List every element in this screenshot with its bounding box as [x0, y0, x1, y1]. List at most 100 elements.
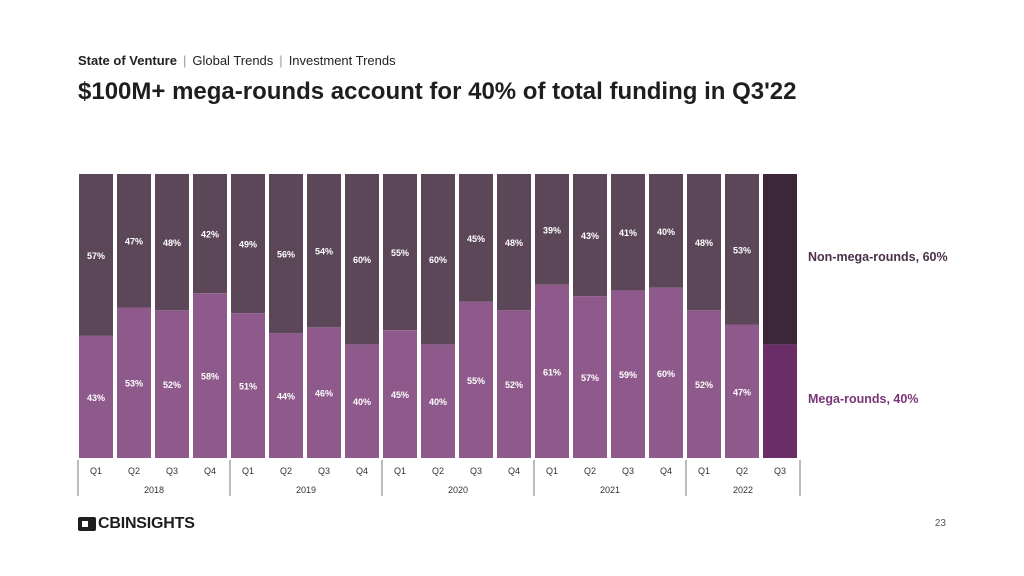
data-label-non-mega: 41% [619, 228, 637, 238]
bar-non-mega [497, 174, 531, 311]
data-label-mega: 59% [619, 370, 637, 380]
bar-mega [459, 301, 493, 458]
bar-non-mega [763, 174, 797, 345]
breadcrumb-global-trends: Global Trends [192, 53, 274, 68]
bar-non-mega [79, 174, 113, 336]
bar-non-mega [345, 174, 379, 345]
x-tick-label: Q4 [660, 466, 672, 476]
breadcrumb: State of Venture | Global Trends | Investmen… [78, 53, 396, 68]
data-label-mega: 44% [277, 392, 295, 402]
data-label-non-mega: 48% [505, 238, 523, 248]
bar-non-mega [383, 174, 417, 331]
data-label-non-mega: 60% [429, 255, 447, 265]
bar-mega [193, 293, 227, 458]
data-label-non-mega: 40% [657, 227, 675, 237]
breadcrumb-investment-trends: Investment Trends [288, 53, 396, 68]
data-label-mega: 51% [239, 382, 257, 392]
data-label-mega: 58% [201, 372, 219, 382]
legend-non-mega-rounds: Non-mega-rounds, 60% [808, 250, 948, 264]
data-label-non-mega: 56% [277, 250, 295, 260]
x-tick-label: Q2 [736, 466, 748, 476]
x-tick-label: Q3 [622, 466, 634, 476]
year-label: 2021 [600, 485, 620, 495]
x-tick-label: Q4 [356, 466, 368, 476]
year-label: 2019 [296, 485, 316, 495]
bar-mega [611, 290, 645, 458]
data-label-non-mega: 48% [695, 238, 713, 248]
x-tick-label: Q1 [394, 466, 406, 476]
data-label-non-mega: 45% [467, 234, 485, 244]
data-label-non-mega: 49% [239, 240, 257, 250]
bar-non-mega [269, 174, 303, 334]
data-label-non-mega: 60% [353, 255, 371, 265]
x-tick-label: Q1 [698, 466, 710, 476]
data-label-mega: 52% [163, 380, 181, 390]
bar-mega [383, 330, 417, 458]
data-label-mega: 57% [581, 373, 599, 383]
x-tick-label: Q3 [774, 466, 786, 476]
data-label-non-mega: 55% [391, 248, 409, 258]
bar-non-mega [535, 174, 569, 285]
data-label-mega: 55% [467, 376, 485, 386]
x-tick-label: Q1 [546, 466, 558, 476]
data-label-mega: 40% [353, 397, 371, 407]
x-tick-label: Q3 [166, 466, 178, 476]
data-label-mega: 43% [87, 393, 105, 403]
x-tick-label: Q2 [128, 466, 140, 476]
x-tick-label: Q4 [204, 466, 216, 476]
bar-mega [307, 327, 341, 458]
bar-non-mega [193, 174, 227, 294]
bar-non-mega [117, 174, 151, 308]
data-label-non-mega: 48% [163, 238, 181, 248]
bar-non-mega [649, 174, 683, 288]
year-label: 2020 [448, 485, 468, 495]
year-label: 2022 [733, 485, 753, 495]
bar-non-mega [421, 174, 455, 345]
bar-mega [725, 324, 759, 458]
data-label-mega: 47% [733, 387, 751, 397]
x-tick-label: Q2 [280, 466, 292, 476]
data-label-non-mega: 53% [733, 245, 751, 255]
data-label-non-mega: 42% [201, 230, 219, 240]
cb-insights-logo-icon [78, 517, 96, 531]
data-label-non-mega: 43% [581, 231, 599, 241]
year-label: 2018 [144, 485, 164, 495]
bar-non-mega [155, 174, 189, 311]
bar-non-mega [687, 174, 721, 311]
data-label-mega: 53% [125, 379, 143, 389]
x-tick-label: Q2 [584, 466, 596, 476]
page-number: 23 [934, 518, 946, 529]
x-tick-label: Q1 [90, 466, 102, 476]
page-title: $100M+ mega-rounds account for 40% of to… [78, 78, 797, 105]
data-label-mega: 52% [695, 380, 713, 390]
legend-mega-rounds: Mega-rounds, 40% [808, 392, 919, 406]
bar-non-mega [573, 174, 607, 297]
breadcrumb-separator: | [182, 53, 187, 68]
x-tick-label: Q3 [318, 466, 330, 476]
data-label-mega: 46% [315, 389, 333, 399]
breadcrumb-separator: | [279, 53, 283, 68]
x-tick-label: Q1 [242, 466, 254, 476]
bar-non-mega [307, 174, 341, 328]
bar-non-mega [459, 174, 493, 302]
x-tick-label: Q2 [432, 466, 444, 476]
bar-mega [345, 344, 379, 458]
cb-insights-logo: CBINSIGHTS [78, 515, 195, 533]
bar-mega [535, 284, 569, 458]
data-label-non-mega: 54% [315, 247, 333, 257]
bar-mega [269, 333, 303, 458]
bar-non-mega [231, 174, 265, 314]
cb-insights-logo-text: CBINSIGHTS [98, 515, 195, 532]
data-label-non-mega: 57% [87, 251, 105, 261]
bar-mega [421, 344, 455, 458]
data-label-mega: 40% [429, 397, 447, 407]
data-label-non-mega: 39% [543, 225, 561, 235]
bar-mega [573, 296, 607, 458]
data-label-non-mega: 47% [125, 237, 143, 247]
bar-mega [497, 310, 531, 458]
breadcrumb-state-of-venture: State of Venture [78, 53, 177, 68]
bar-mega [79, 335, 113, 458]
data-label-mega: 61% [543, 367, 561, 377]
bar-mega [649, 287, 683, 458]
